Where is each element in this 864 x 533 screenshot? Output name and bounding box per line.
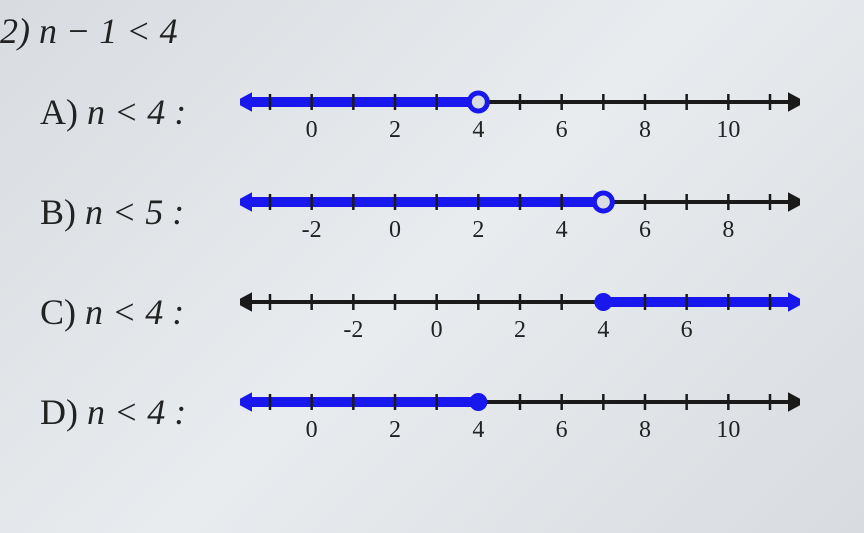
left-arrow xyxy=(240,192,252,212)
tick-label: -2 xyxy=(302,217,322,243)
option-row: A) n < 4 : 0 2 4 6 8 10 xyxy=(0,77,844,147)
tick-label: 2 xyxy=(389,417,401,443)
question-num-text: 2) xyxy=(0,11,30,51)
numberline-svg: 0 2 4 6 8 10 xyxy=(240,377,800,447)
option-row: D) n < 4 : 0 2 4 6 8 10 xyxy=(0,377,844,447)
option-letter: D) xyxy=(40,392,78,432)
option-expression: n < 4 : xyxy=(87,392,186,432)
left-arrow xyxy=(240,392,252,412)
tick-label: 4 xyxy=(556,217,568,243)
numberline-wrap: 0 2 4 6 8 10 xyxy=(240,77,844,147)
tick-label: 4 xyxy=(472,417,484,443)
left-arrow xyxy=(240,292,252,312)
closed-circle xyxy=(594,293,612,311)
tick-label: 6 xyxy=(681,317,693,343)
tick-label: 8 xyxy=(639,417,651,443)
question-inequality: n − 1 < 4 xyxy=(39,11,178,51)
tick-label: 6 xyxy=(639,217,651,243)
option-label: A) n < 4 : xyxy=(40,91,240,133)
numberline-svg: -2 0 2 4 6 8 xyxy=(240,177,800,247)
tick-label: 4 xyxy=(472,117,484,143)
left-arrow xyxy=(240,92,252,112)
tick-label: -2 xyxy=(343,317,363,343)
closed-circle xyxy=(469,393,487,411)
option-expression: n < 4 : xyxy=(87,92,186,132)
tick-label: 0 xyxy=(389,217,401,243)
tick-label: 2 xyxy=(389,117,401,143)
option-row: B) n < 5 : -2 0 2 4 6 8 xyxy=(0,177,844,247)
option-row: C) n < 4 : -2 0 2 4 6 xyxy=(0,277,844,347)
option-expression: n < 4 : xyxy=(85,292,184,332)
tick-label: 6 xyxy=(556,117,568,143)
right-arrow xyxy=(788,92,800,112)
right-arrow xyxy=(788,192,800,212)
tick-label: 10 xyxy=(716,417,740,443)
right-arrow xyxy=(788,392,800,412)
options-container: A) n < 4 : 0 2 4 6 8 10 B) n < 5 : -2 0 2 4 6 8 C) n <… xyxy=(0,77,844,447)
numberline-svg: -2 0 2 4 6 xyxy=(240,277,800,347)
tick-label: 6 xyxy=(556,417,568,443)
tick-label: 8 xyxy=(722,217,734,243)
option-label: C) n < 4 : xyxy=(40,291,240,333)
option-label: D) n < 4 : xyxy=(40,391,240,433)
question-row: 2) n − 1 < 4 xyxy=(0,10,844,52)
numberline-svg: 0 2 4 6 8 10 xyxy=(240,77,800,147)
option-expression: n < 5 : xyxy=(85,192,184,232)
option-letter: B) xyxy=(40,192,76,232)
tick-label: 0 xyxy=(306,417,318,443)
tick-label: 10 xyxy=(716,117,740,143)
question-number: 2) n − 1 < 4 xyxy=(0,10,178,52)
option-letter: C) xyxy=(40,292,76,332)
numberline-wrap: -2 0 2 4 6 xyxy=(240,277,844,347)
tick-label: 4 xyxy=(597,317,609,343)
option-label: B) n < 5 : xyxy=(40,191,240,233)
tick-label: 0 xyxy=(431,317,443,343)
tick-label: 2 xyxy=(514,317,526,343)
numberline-wrap: 0 2 4 6 8 10 xyxy=(240,377,844,447)
tick-label: 8 xyxy=(639,117,651,143)
numberline-wrap: -2 0 2 4 6 8 xyxy=(240,177,844,247)
right-arrow xyxy=(788,292,800,312)
option-letter: A) xyxy=(40,92,78,132)
tick-label: 2 xyxy=(472,217,484,243)
tick-label: 0 xyxy=(306,117,318,143)
